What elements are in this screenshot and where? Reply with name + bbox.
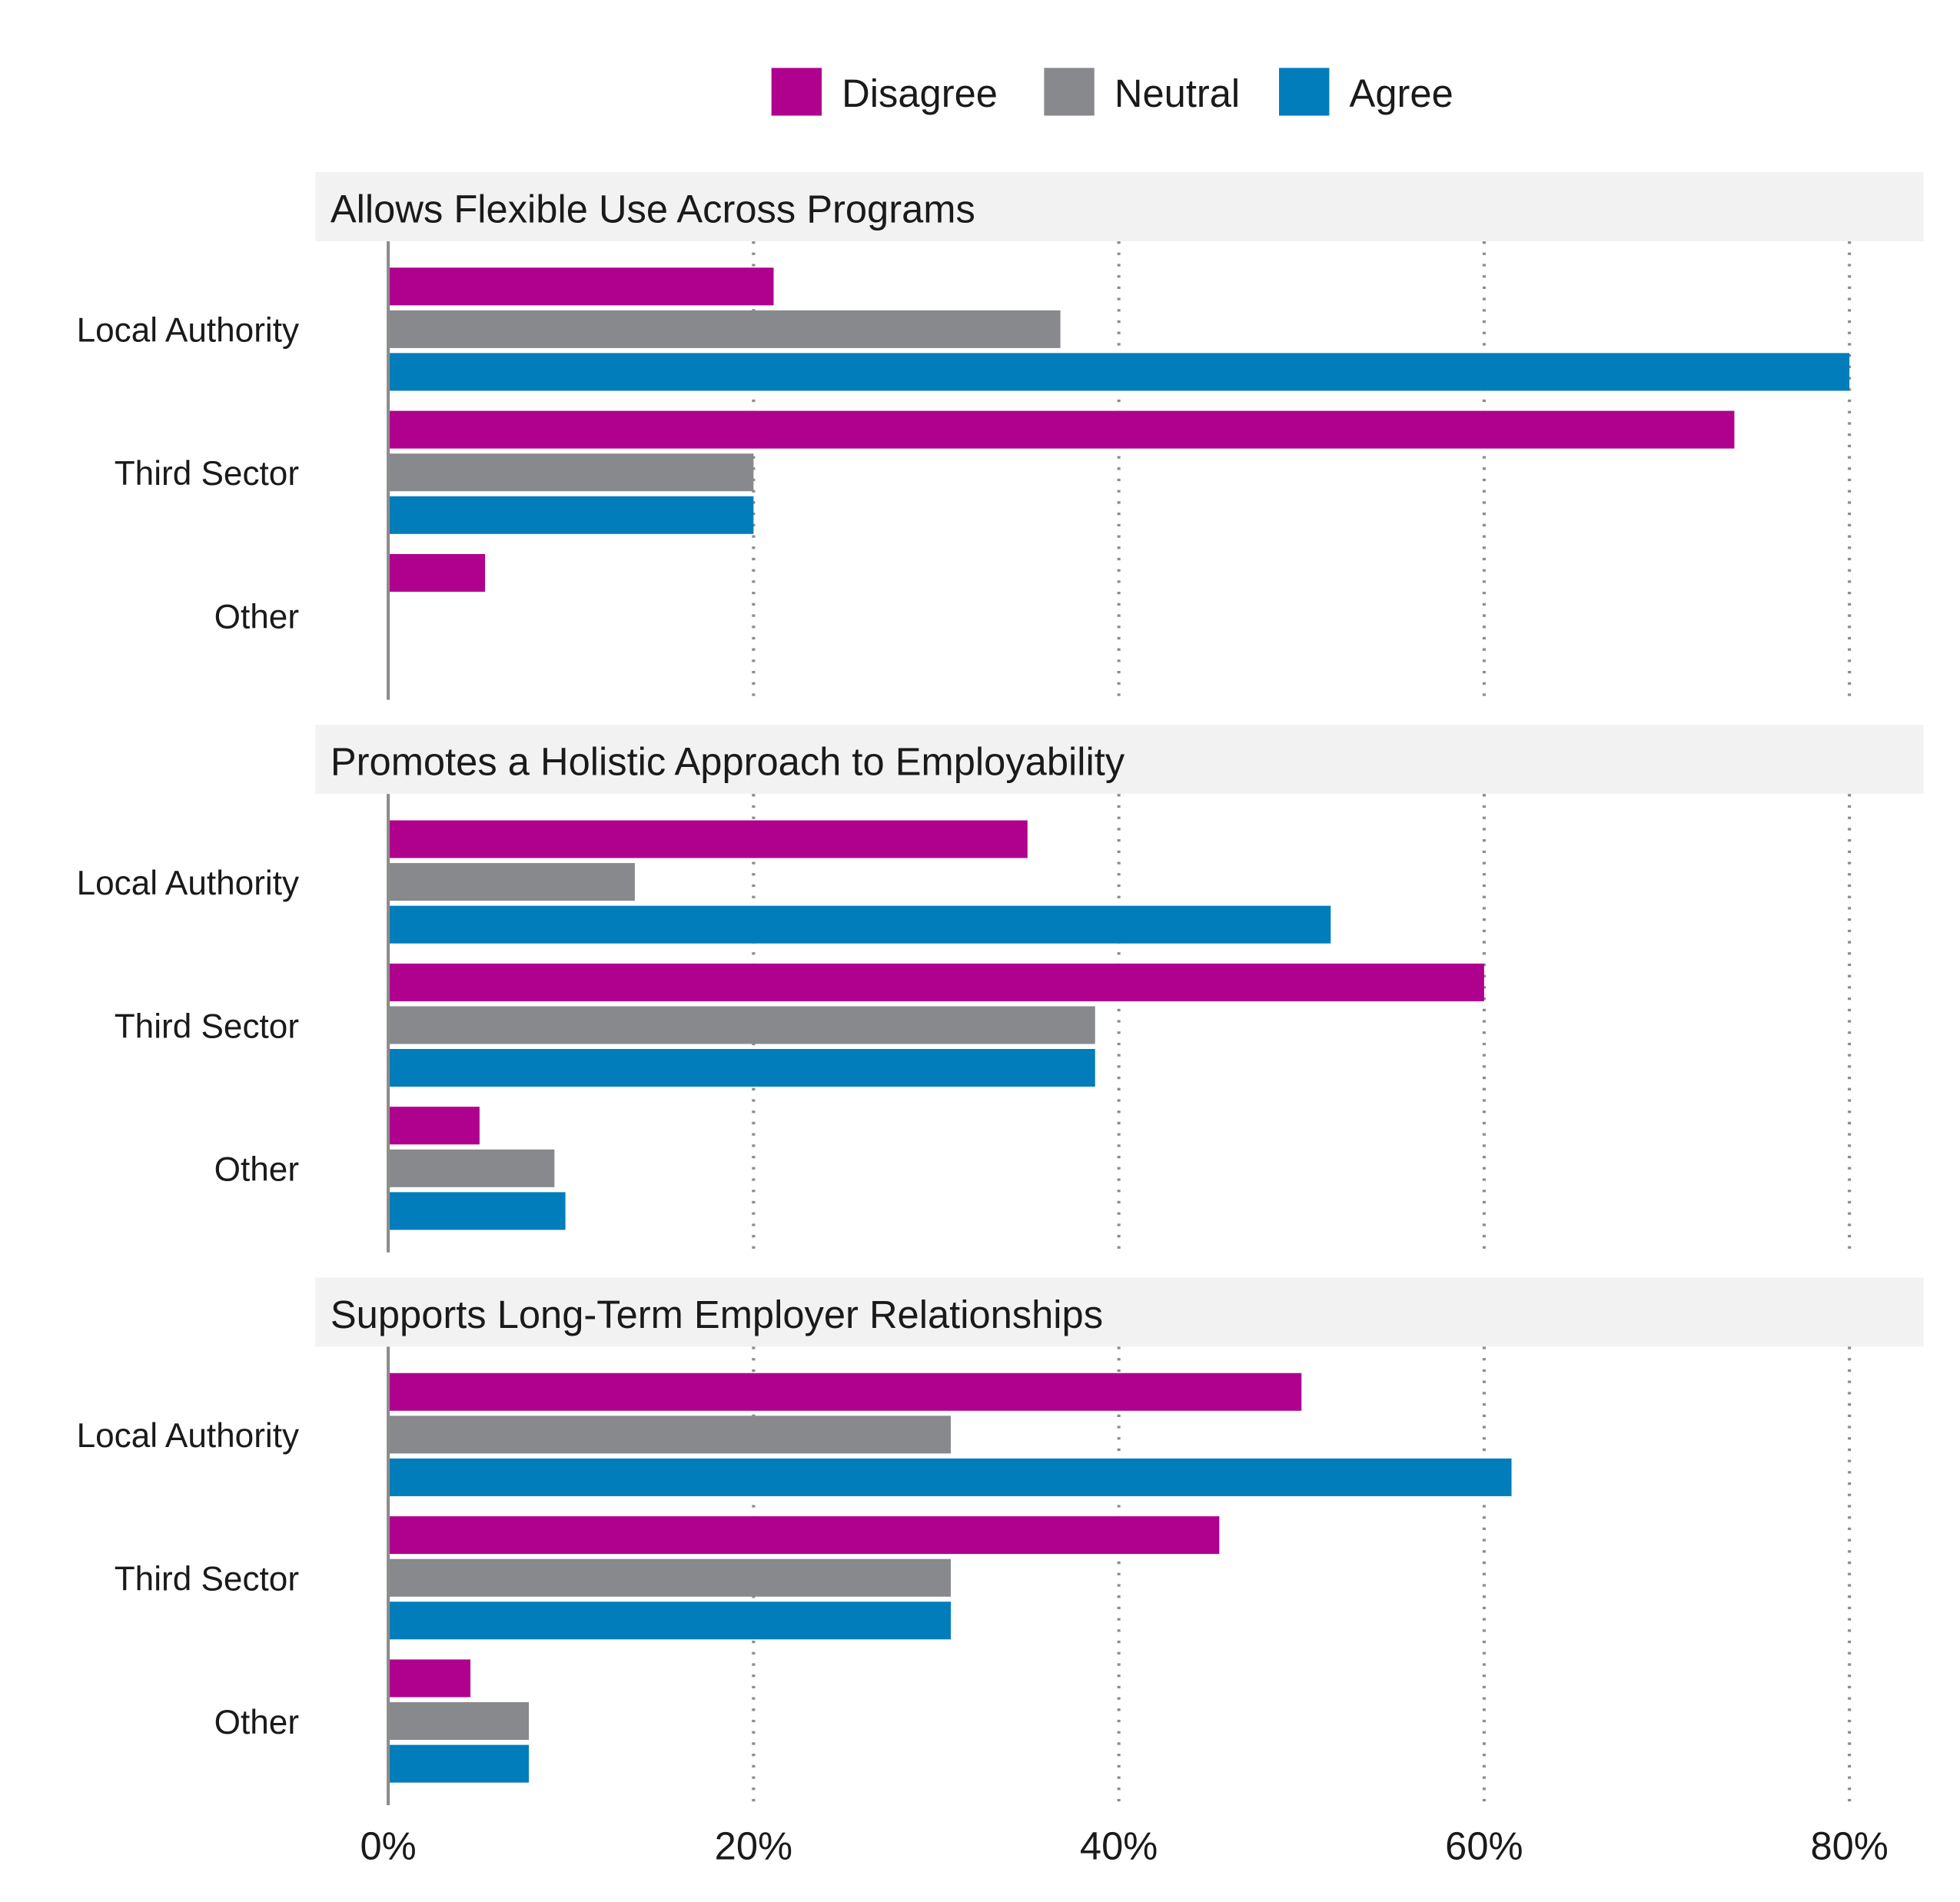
- panel-3: Supports Long-Term Employer Relationship…: [77, 1277, 1924, 1806]
- bar-neutral: [388, 310, 1061, 348]
- bar-agree: [388, 1049, 1095, 1087]
- panel-2: Promotes a Holistic Approach to Employab…: [77, 725, 1924, 1253]
- bar-agree: [388, 1192, 566, 1230]
- panel-title: Allows Flexible Use Across Programs: [331, 187, 975, 231]
- x-axis-ticks: 0% 20% 40% 60% 80%: [360, 1824, 1888, 1867]
- bar-disagree: [388, 410, 1735, 449]
- bar-agree: [388, 353, 1850, 391]
- x-tick-label: 40%: [1080, 1824, 1158, 1867]
- bar-disagree: [388, 553, 486, 592]
- bar-neutral: [388, 453, 754, 492]
- x-tick-label: 0%: [360, 1824, 416, 1867]
- category-label: Third Sector: [115, 455, 299, 493]
- bar-agree: [388, 496, 754, 534]
- legend-label-neutral: Neutral: [1115, 71, 1240, 115]
- legend-swatch-agree: [1279, 68, 1330, 116]
- legend-label-agree: Agree: [1350, 71, 1453, 115]
- panel-title: Supports Long-Term Employer Relationship…: [331, 1293, 1103, 1336]
- bar-disagree: [388, 820, 1028, 858]
- x-tick-label: 20%: [715, 1824, 792, 1867]
- panel-strip: [315, 172, 1924, 241]
- panel-1: Allows Flexible Use Across Programs Local…: [77, 172, 1924, 700]
- panel-title: Promotes a Holistic Approach to Employab…: [331, 740, 1125, 784]
- panel-strip: [315, 1277, 1924, 1347]
- x-tick-label: 80%: [1810, 1824, 1888, 1867]
- bar-neutral: [388, 863, 635, 901]
- category-label: Local Authority: [77, 1417, 299, 1455]
- bar-disagree: [388, 1516, 1220, 1555]
- bar-disagree: [388, 963, 1484, 1001]
- bar-agree: [388, 905, 1331, 944]
- category-label: Other: [214, 598, 299, 636]
- bar-agree: [388, 1458, 1512, 1496]
- category-label: Third Sector: [115, 1561, 299, 1598]
- legend-swatch-disagree: [771, 68, 822, 116]
- x-tick-label: 60%: [1445, 1824, 1523, 1867]
- category-label: Other: [214, 1704, 299, 1741]
- panel-strip: [315, 725, 1924, 795]
- bar-disagree: [388, 1373, 1302, 1411]
- category-label: Local Authority: [77, 312, 299, 350]
- bar-agree: [388, 1744, 530, 1783]
- bar-disagree: [388, 1107, 480, 1145]
- bar-neutral: [388, 1702, 530, 1741]
- legend-label-disagree: Disagree: [842, 71, 998, 115]
- bar-neutral: [388, 1416, 952, 1454]
- category-label: Local Authority: [77, 865, 299, 902]
- category-label: Other: [214, 1151, 299, 1189]
- bar-disagree: [388, 267, 774, 306]
- bar-neutral: [388, 1149, 555, 1187]
- bar-neutral: [388, 1558, 952, 1597]
- legend: Disagree Neutral Agree: [771, 68, 1453, 116]
- bar-neutral: [388, 1006, 1095, 1044]
- category-label: Third Sector: [115, 1007, 299, 1045]
- bar-agree: [388, 1602, 952, 1640]
- legend-swatch-neutral: [1044, 68, 1095, 116]
- bar-disagree: [388, 1659, 471, 1698]
- panels: Allows Flexible Use Across Programs Local…: [77, 172, 1924, 1806]
